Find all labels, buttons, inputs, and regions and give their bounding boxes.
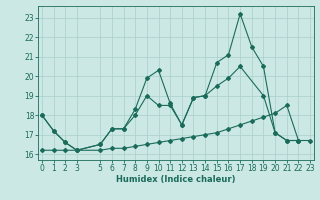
X-axis label: Humidex (Indice chaleur): Humidex (Indice chaleur) (116, 175, 236, 184)
